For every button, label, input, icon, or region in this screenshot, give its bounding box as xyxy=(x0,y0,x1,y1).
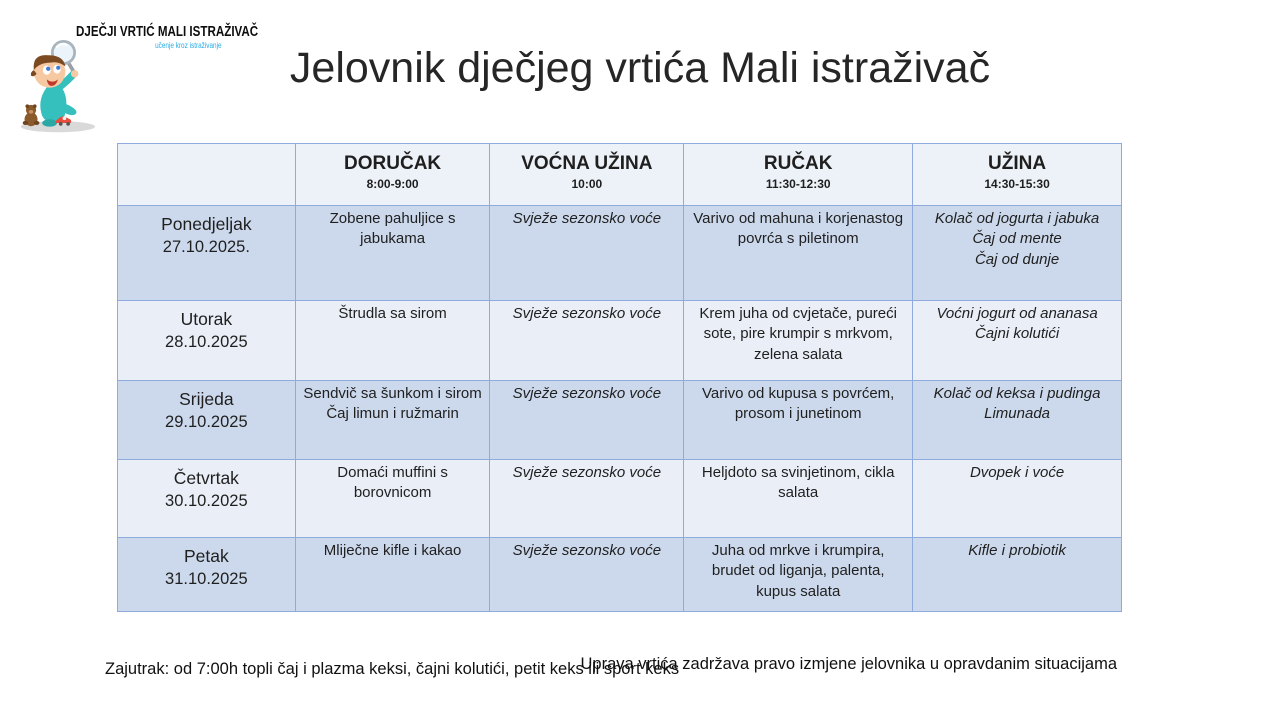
logo-tagline: učenje kroz istraživanje xyxy=(155,41,222,50)
breakfast-note: Zajutrak: od 7:00h topli čaj i plazma ke… xyxy=(105,659,680,678)
meal-cell-rucak: Heljdoto sa svinjetinom, cikla salata xyxy=(683,459,914,538)
meal-cell-vocna-uzina: Svježe sezonsko voće xyxy=(489,205,685,301)
meal-cell-uzina: Kolač od jogurta i jabuka Čaj od mente Čaj… xyxy=(912,205,1122,301)
meal-line: Dvopek i voće xyxy=(969,464,1065,481)
meal-line: Kifle i probiotik xyxy=(968,542,1066,559)
meal-cell-vocna-uzina: Svježe sezonsko voće xyxy=(489,459,685,538)
meal-line: Domaći muffini s borovnicom xyxy=(337,464,448,502)
meal-line: Čaj od mente xyxy=(972,230,1062,248)
meal-line: Voćni jogurt od ananasa xyxy=(936,305,1098,322)
menu-row-srijeda: Srijeda 29.10.2025 Sendvič sa šunkom i sir… xyxy=(117,380,1122,460)
kindergarten-logo: DJEČJI VRTIĆ MALI ISTRAŽIVAČ učenje kroz… xyxy=(4,22,259,140)
meal-line: Svježe sezonsko voće xyxy=(512,385,662,402)
day-name: Srijeda xyxy=(179,389,234,409)
menu-row-cetvrtak: Četvrtak 30.10.2025 Domaći muffini s borov… xyxy=(117,459,1122,538)
day-cell: Utorak 28.10.2025 xyxy=(117,300,296,381)
day-name: Ponedjeljak xyxy=(161,214,252,234)
meal-line: Svježe sezonsko voće xyxy=(512,210,662,227)
meal-line: Heljdoto sa svinjetinom, cikla salata xyxy=(701,464,895,502)
meal-cell-uzina: Kifle i probiotik xyxy=(912,537,1122,612)
day-cell: Petak 31.10.2025 xyxy=(117,537,296,612)
meal-line: Krem juha od cvjetače, pureći sote, pire… xyxy=(699,305,897,363)
meal-cell-rucak: Juha od mrkve i krumpira, brudet od liga… xyxy=(683,537,914,612)
meal-line: Kolač od keksa i pudinga xyxy=(933,385,1101,402)
day-cell: Četvrtak 30.10.2025 xyxy=(117,459,296,538)
meal-line: Limunada xyxy=(984,405,1051,423)
corner-cell xyxy=(117,143,296,206)
column-label: DORUČAK xyxy=(344,153,442,174)
column-time: 11:30-12:30 xyxy=(765,176,831,191)
column-time: 8:00-9:00 xyxy=(366,176,419,191)
meal-cell-vocna-uzina: Svježe sezonsko voće xyxy=(489,300,685,381)
column-time: 14:30-15:30 xyxy=(984,176,1050,191)
meal-cell-dorucak: Domaći muffini s borovnicom xyxy=(294,459,491,538)
meal-line: Svježe sezonsko voće xyxy=(512,464,662,481)
column-label: VOĆNA UŽINA xyxy=(521,153,653,174)
meal-line: Svježe sezonsko voće xyxy=(512,305,662,322)
meal-cell-rucak: Krem juha od cvjetače, pureći sote, pire… xyxy=(683,300,914,381)
page-title: Jelovnik dječjeg vrtića Mali istraživač xyxy=(289,44,991,92)
meal-cell-dorucak: Štrudla sa sirom xyxy=(294,300,491,381)
column-header-rucak: RUČAK 11:30-12:30 xyxy=(683,143,914,206)
meal-line: Kolač od jogurta i jabuka xyxy=(934,210,1100,227)
meal-line: Sendvič sa šunkom i sirom xyxy=(303,385,482,402)
column-time: 10:00 xyxy=(571,176,603,191)
meal-line: Čaj limun i ružmarin xyxy=(326,405,459,423)
menu-row-petak: Petak 31.10.2025 Mliječne kifle i kakao Svj… xyxy=(117,537,1122,612)
explorer-boy-illustration xyxy=(20,39,96,133)
disclaimer-note: Uprava vrtića zadržava pravo izmjene jel… xyxy=(580,655,1118,673)
meal-cell-uzina: Voćni jogurt od ananasa Čajni kolutići xyxy=(912,300,1122,381)
day-cell: Ponedjeljak 27.10.2025. xyxy=(117,205,296,301)
column-header-uzina: UŽINA 14:30-15:30 xyxy=(912,143,1122,206)
menu-table: DORUČAK 8:00-9:00 VOĆNA UŽINA 10:00 RUČAK 11:… xyxy=(117,143,1122,612)
meal-line: Varivo od mahuna i korjenastog povrća s … xyxy=(693,210,904,248)
meal-cell-dorucak: Zobene pahuljice s jabukama xyxy=(294,205,491,301)
meal-cell-dorucak: Mliječne kifle i kakao xyxy=(294,537,491,612)
day-cell: Srijeda 29.10.2025 xyxy=(117,380,296,460)
meal-cell-uzina: Dvopek i voće xyxy=(912,459,1122,538)
day-date: 30.10.2025 xyxy=(165,491,248,510)
column-label xyxy=(124,147,289,151)
footnotes: Zajutrak: od 7:00h topli čaj i plazma ke… xyxy=(105,617,679,720)
day-name: Četvrtak xyxy=(173,468,239,488)
menu-row-ponedjeljak: Ponedjeljak 27.10.2025. Zobene pahuljice s… xyxy=(117,205,1122,301)
column-label: RUČAK xyxy=(763,153,833,174)
meal-cell-vocna-uzina: Svježe sezonsko voće xyxy=(489,380,685,460)
day-date: 27.10.2025. xyxy=(162,237,250,256)
meal-line: Juha od mrkve i krumpira, brudet od liga… xyxy=(711,542,885,600)
column-label: UŽINA xyxy=(988,153,1047,174)
menu-row-utorak: Utorak 28.10.2025 Štrudla sa sirom Svježe s… xyxy=(117,300,1122,381)
meal-line: Mliječne kifle i kakao xyxy=(323,542,462,559)
logo-text-block: DJEČJI VRTIĆ MALI ISTRAŽIVAČ učenje kroz… xyxy=(76,24,259,50)
logo-title: DJEČJI VRTIĆ MALI ISTRAŽIVAČ xyxy=(76,24,259,40)
meal-cell-vocna-uzina: Svježe sezonsko voće xyxy=(489,537,685,612)
meal-line: Svježe sezonsko voće xyxy=(512,542,662,559)
meal-line: Zobene pahuljice s jabukama xyxy=(329,210,456,248)
meal-line: Štrudla sa sirom xyxy=(338,305,447,322)
meal-cell-rucak: Varivo od mahuna i korjenastog povrća s … xyxy=(683,205,914,301)
day-date: 29.10.2025 xyxy=(165,412,248,431)
column-header-vocna-uzina: VOĆNA UŽINA 10:00 xyxy=(489,143,685,206)
meal-line: Čajni kolutići xyxy=(974,325,1060,343)
meal-cell-dorucak: Sendvič sa šunkom i sirom Čaj limun i ruž… xyxy=(294,380,491,460)
day-name: Petak xyxy=(183,546,229,566)
column-header-dorucak: DORUČAK 8:00-9:00 xyxy=(294,143,491,206)
meal-line: Čaj od dunje xyxy=(974,250,1060,268)
meal-line: Varivo od kupusa s povrćem, prosom i jun… xyxy=(702,385,895,423)
day-date: 28.10.2025 xyxy=(165,332,248,351)
day-date: 31.10.2025 xyxy=(165,569,248,588)
day-name: Utorak xyxy=(180,309,233,329)
meal-cell-rucak: Varivo od kupusa s povrćem, prosom i jun… xyxy=(683,380,914,460)
meal-cell-uzina: Kolač od keksa i pudinga Limunada xyxy=(912,380,1122,460)
menu-header-row: DORUČAK 8:00-9:00 VOĆNA UŽINA 10:00 RUČAK 11:… xyxy=(117,143,1122,206)
